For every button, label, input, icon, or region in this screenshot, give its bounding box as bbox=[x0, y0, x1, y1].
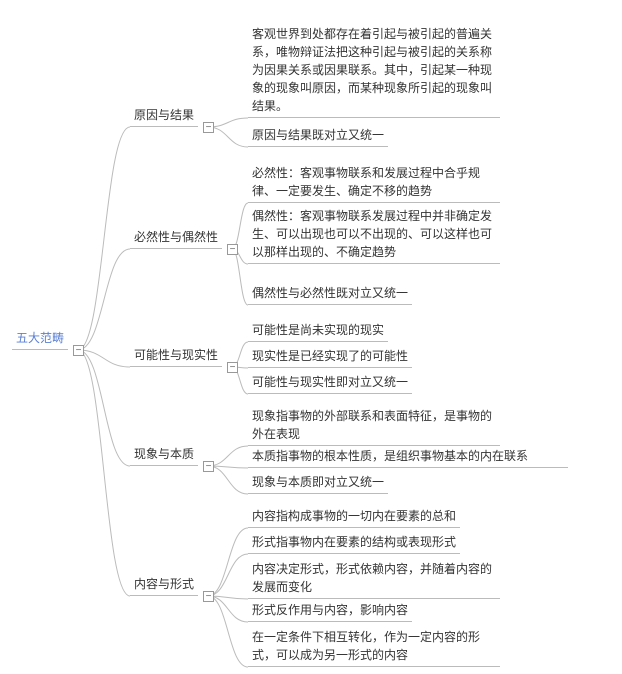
branch-2: 可能性与现实性 bbox=[130, 344, 222, 367]
branch-2-toggle[interactable]: − bbox=[227, 362, 238, 373]
leaf-3-0: 现象指事物的外部联系和表面特征，是事物的外在表现 bbox=[248, 405, 500, 446]
branch-4-toggle[interactable]: − bbox=[203, 591, 214, 602]
branch-3-toggle[interactable]: − bbox=[203, 461, 214, 472]
leaf-4-3: 形式反作用与内容，影响内容 bbox=[248, 599, 412, 622]
leaf-4-0: 内容指构成事物的一切内在要素的总和 bbox=[248, 505, 460, 528]
branch-1-toggle[interactable]: − bbox=[227, 244, 238, 255]
leaf-1-1: 偶然性：客观事物联系发展过程中并非确定发生、可以出现也可以不出现的、可以这样也可… bbox=[248, 205, 500, 264]
branch-3: 现象与本质 bbox=[130, 443, 198, 466]
leaf-3-2: 现象与本质即对立又统一 bbox=[248, 471, 388, 494]
branch-0: 原因与结果 bbox=[130, 104, 198, 127]
leaf-0-1: 原因与结果既对立又统一 bbox=[248, 124, 388, 147]
leaf-1-2: 偶然性与必然性既对立又统一 bbox=[248, 282, 412, 305]
root-node: 五大范畴 bbox=[12, 327, 68, 350]
leaf-4-1: 形式指事物内在要素的结构或表现形式 bbox=[248, 531, 460, 554]
leaf-4-2: 内容决定形式，形式依赖内容，并随着内容的发展而变化 bbox=[248, 558, 500, 599]
leaf-4-4: 在一定条件下相互转化，作为一定内容的形式，可以成为另一形式的内容 bbox=[248, 626, 500, 667]
mindmap-container: 五大范畴−原因与结果必然性与偶然性可能性与现实性现象与本质内容与形式−客观世界到… bbox=[0, 0, 622, 674]
leaf-1-0: 必然性：客观事物联系和发展过程中合乎规律、一定要发生、确定不移的趋势 bbox=[248, 162, 500, 203]
leaf-0-0: 客观世界到处都存在着引起与被引起的普遍关系，唯物辩证法把这种引起与被引起的关系称… bbox=[248, 23, 500, 118]
branch-1: 必然性与偶然性 bbox=[130, 226, 222, 249]
leaf-2-0: 可能性是尚未实现的现实 bbox=[248, 319, 388, 342]
branch-0-toggle[interactable]: − bbox=[203, 122, 214, 133]
root-toggle[interactable]: − bbox=[73, 345, 84, 356]
leaf-2-2: 可能性与现实性即对立又统一 bbox=[248, 371, 412, 394]
leaf-2-1: 现实性是已经实现了的可能性 bbox=[248, 345, 412, 368]
branch-4: 内容与形式 bbox=[130, 573, 198, 596]
leaf-3-1: 本质指事物的根本性质，是组织事物基本的内在联系 bbox=[248, 445, 568, 468]
